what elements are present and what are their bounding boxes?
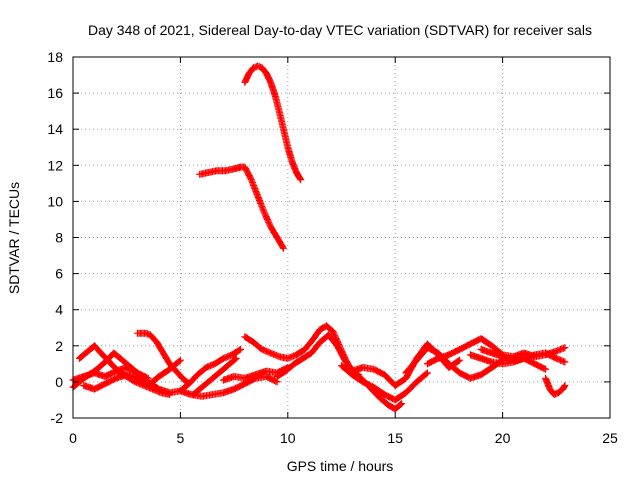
- series-markers: [466, 351, 550, 373]
- y-axis-label: SDTVAR / TECUs: [6, 182, 22, 294]
- x-tick-label: 20: [495, 430, 511, 446]
- y-tick-label: 16: [47, 85, 63, 101]
- x-axis-label: GPS time / hours: [287, 458, 394, 474]
- series-markers: [196, 163, 287, 252]
- series-layer: [69, 62, 569, 413]
- chart-title: Day 348 of 2021, Sidereal Day-to-day VTE…: [88, 22, 592, 38]
- ticks: 0 5 10 15 20 25 -2 0 2 4 6 8 10 12 14 16 18: [47, 49, 618, 446]
- series-markers: [402, 344, 507, 382]
- y-tick-label: 14: [47, 121, 63, 137]
- series-markers: [338, 362, 431, 404]
- y-tick-label: 18: [47, 49, 63, 65]
- y-tick-label: -2: [51, 410, 64, 426]
- x-tick-label: 5: [177, 430, 185, 446]
- x-tick-label: 25: [602, 430, 618, 446]
- y-tick-label: 10: [47, 193, 63, 209]
- series-markers: [189, 354, 240, 398]
- y-tick-label: 4: [55, 302, 63, 318]
- series-arc-low-7: [176, 345, 244, 395]
- series-arc-high-a: [241, 62, 305, 184]
- y-tick-label: 8: [55, 230, 63, 246]
- x-tick-label: 10: [280, 430, 296, 446]
- series-markers: [542, 374, 569, 398]
- series-arc-end-1: [542, 374, 569, 398]
- series-markers: [176, 345, 244, 395]
- y-tick-label: 2: [55, 338, 63, 354]
- x-tick-label: 0: [69, 430, 77, 446]
- series-arc-low-8: [189, 354, 240, 398]
- series-arc-mid-3: [338, 362, 431, 404]
- series-arc-high-b: [196, 163, 287, 252]
- y-tick-label: 6: [55, 266, 63, 282]
- y-tick-label: 12: [47, 157, 63, 173]
- y-tick-label: 0: [55, 374, 63, 390]
- series-arc-mid-8: [466, 351, 550, 373]
- series-arc-mid-5: [402, 344, 507, 382]
- series-markers: [241, 62, 305, 184]
- x-tick-label: 15: [387, 430, 403, 446]
